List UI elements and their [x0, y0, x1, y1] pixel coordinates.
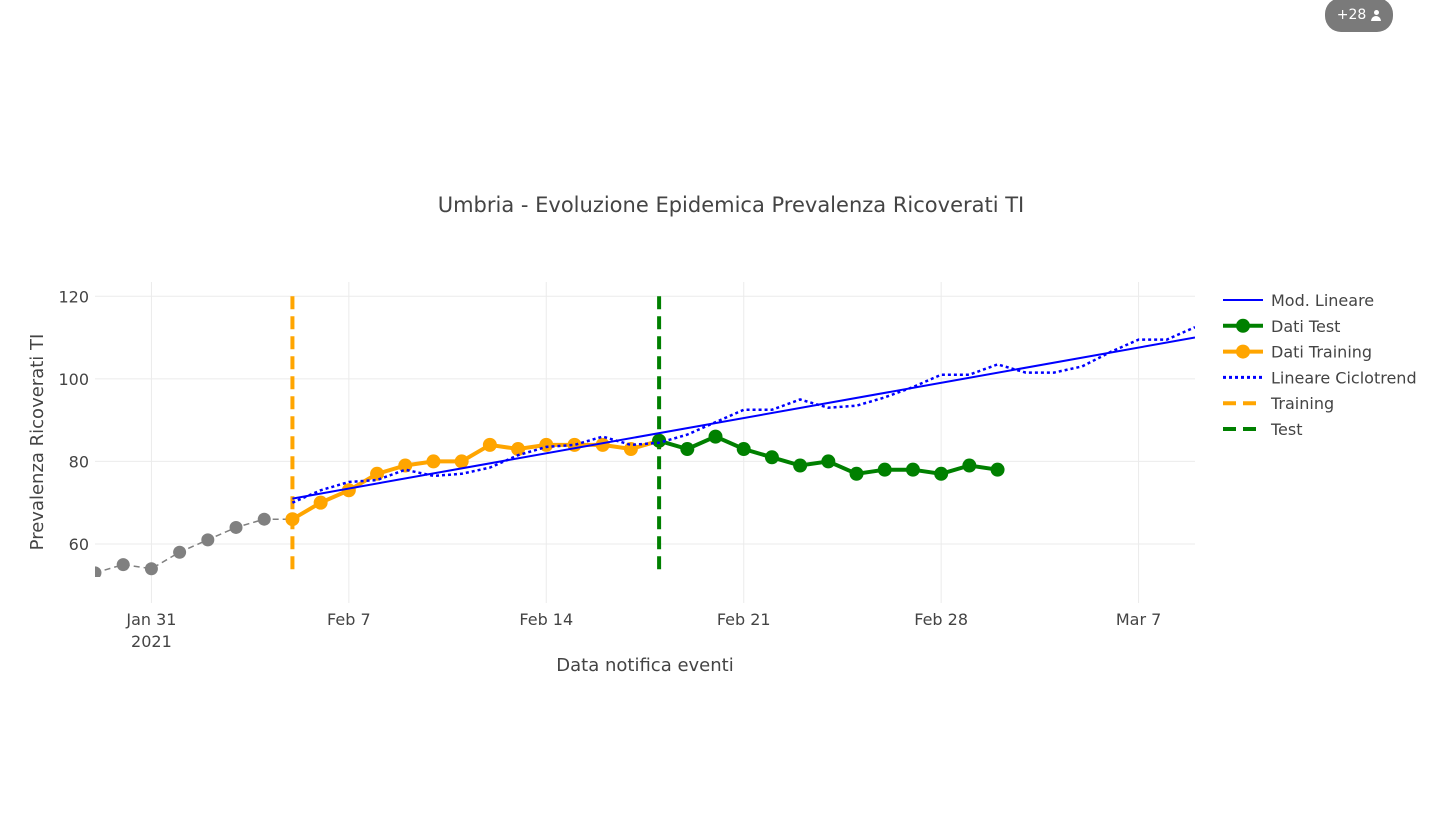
test-point — [764, 450, 779, 465]
training-point — [426, 454, 441, 469]
history-point — [229, 520, 243, 534]
test-point — [793, 458, 808, 473]
legend-label: Dati Training — [1271, 343, 1372, 362]
test-point — [990, 462, 1005, 477]
y-axis-label: Prevalenza Ricoverati TI — [27, 334, 48, 551]
test-point — [736, 442, 751, 457]
ciclotrend-line — [291, 326, 1195, 504]
test-point — [708, 429, 723, 444]
training-point — [454, 454, 469, 469]
history-point — [116, 558, 130, 572]
linear-model-line — [292, 336, 1195, 500]
x-tick-label: Feb 7 — [327, 610, 371, 629]
test-point — [821, 454, 836, 469]
grid — [95, 282, 1195, 603]
training-line — [291, 438, 660, 521]
training-point — [595, 437, 610, 452]
training-point — [285, 512, 300, 527]
x-tick-label: Jan 31 — [125, 610, 176, 629]
history-point — [144, 562, 158, 576]
training-point — [482, 437, 497, 452]
x-tick-label: Feb 28 — [914, 610, 968, 629]
legend-marker — [1236, 318, 1250, 333]
legend-label: Mod. Lineare — [1271, 291, 1374, 310]
test-point — [962, 458, 977, 473]
history-point — [173, 545, 187, 559]
training-point — [398, 458, 413, 473]
x-tick-label: Mar 7 — [1116, 610, 1161, 629]
training-point — [511, 442, 526, 457]
legend: Mod. Lineare Dati Test Dati Training Linear… — [1223, 291, 1417, 439]
legend-label: Test — [1270, 420, 1303, 439]
y-axis-ticks: 60 80 100 120 — [58, 287, 89, 554]
user-icon — [1371, 9, 1382, 21]
x-axis-label: Data notifica eventi — [556, 655, 733, 676]
x-tick-label: Feb 21 — [717, 610, 771, 629]
y-tick-label: 100 — [58, 370, 89, 389]
history-point — [201, 533, 215, 547]
legend-marker — [1236, 344, 1250, 359]
test-point — [849, 466, 864, 481]
history-point — [95, 566, 102, 577]
x-tick-label: Feb 14 — [519, 610, 573, 629]
test-point — [652, 433, 667, 448]
test-point — [905, 462, 920, 477]
legend-label: Training — [1270, 394, 1334, 413]
participants-badge[interactable]: +28 — [1325, 0, 1393, 32]
training-point — [313, 495, 328, 510]
history-point — [257, 512, 271, 526]
y-tick-label: 120 — [58, 287, 89, 306]
chart-title: Umbria - Evoluzione Epidemica Prevalenza… — [438, 193, 1025, 217]
participants-count: +28 — [1336, 7, 1367, 23]
training-point — [370, 466, 385, 481]
test-point — [934, 466, 949, 481]
plot-area — [95, 296, 1195, 577]
test-point — [877, 462, 892, 477]
x-axis-ticks: Jan 31 2021 Feb 7 Feb 14 Feb 21 Feb 28 Mar 7 — [125, 610, 1161, 651]
training-point — [341, 483, 356, 498]
legend-label: Dati Test — [1271, 317, 1340, 336]
x-tick-sublabel: 2021 — [131, 632, 172, 651]
test-point — [680, 442, 695, 457]
y-tick-label: 60 — [69, 535, 89, 554]
y-tick-label: 80 — [69, 452, 89, 471]
training-point — [539, 437, 554, 452]
plot-clip-group — [95, 296, 1195, 577]
legend-label: Lineare Ciclotrend — [1271, 368, 1417, 387]
